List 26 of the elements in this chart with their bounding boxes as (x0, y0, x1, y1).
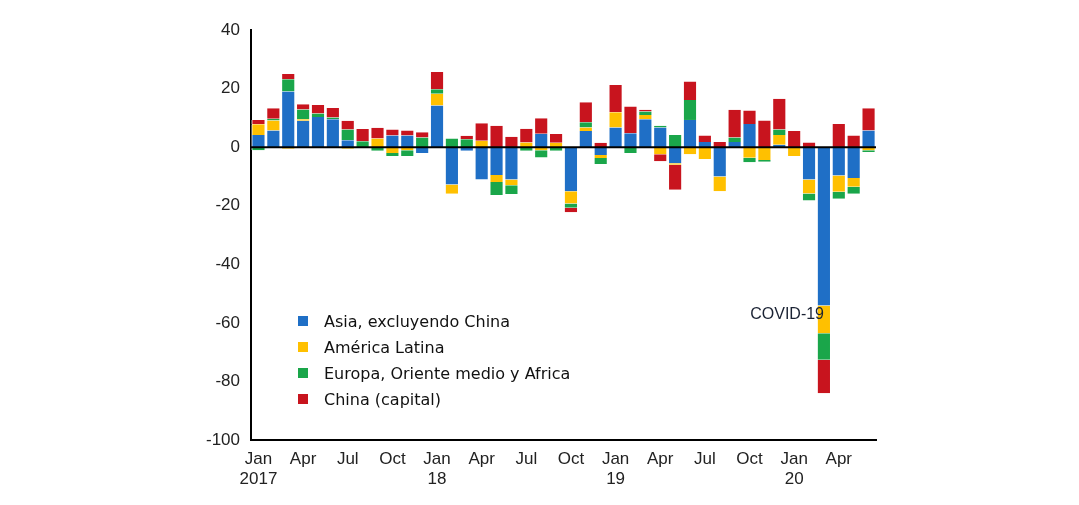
x-tick-label: Jul (336, 449, 359, 469)
legend-label: China (capital) (324, 389, 441, 409)
y-tick-label: -20 (215, 195, 241, 215)
y-tick-label: -60 (215, 312, 241, 332)
x-tick-label: Apr (289, 449, 317, 469)
x-tick-label: Jul (515, 449, 538, 469)
y-tick-label: 40 (221, 19, 241, 39)
legend-label: Asia, excluyendo China (324, 311, 511, 331)
x-tick-label: Oct (379, 449, 406, 469)
x-tick-label: Oct (736, 449, 764, 469)
y-tick-label: -80 (215, 371, 241, 391)
x-tick-label: Jan 20 (780, 449, 808, 489)
y-tick-label: 20 (221, 78, 241, 98)
x-tick-label: Apr (825, 449, 853, 469)
x-tick-label: Jan 2017 (239, 449, 278, 489)
x-tick-label: Apr (647, 449, 674, 469)
legend-label: América Latina (324, 337, 445, 357)
y-tick-label: -40 (215, 254, 241, 274)
x-tick-label: Jan 18 (423, 449, 451, 489)
x-tick-label: Oct (557, 449, 585, 469)
y-tick-label: 0 (230, 136, 241, 156)
x-tick-label: Jan 19 (601, 449, 630, 489)
x-tick-label: Apr (468, 449, 496, 469)
legend-label: Europa, Oriente medio y Africa (324, 363, 571, 383)
x-tick-label: Jul (694, 449, 716, 469)
y-tick-label: -100 (205, 429, 241, 449)
